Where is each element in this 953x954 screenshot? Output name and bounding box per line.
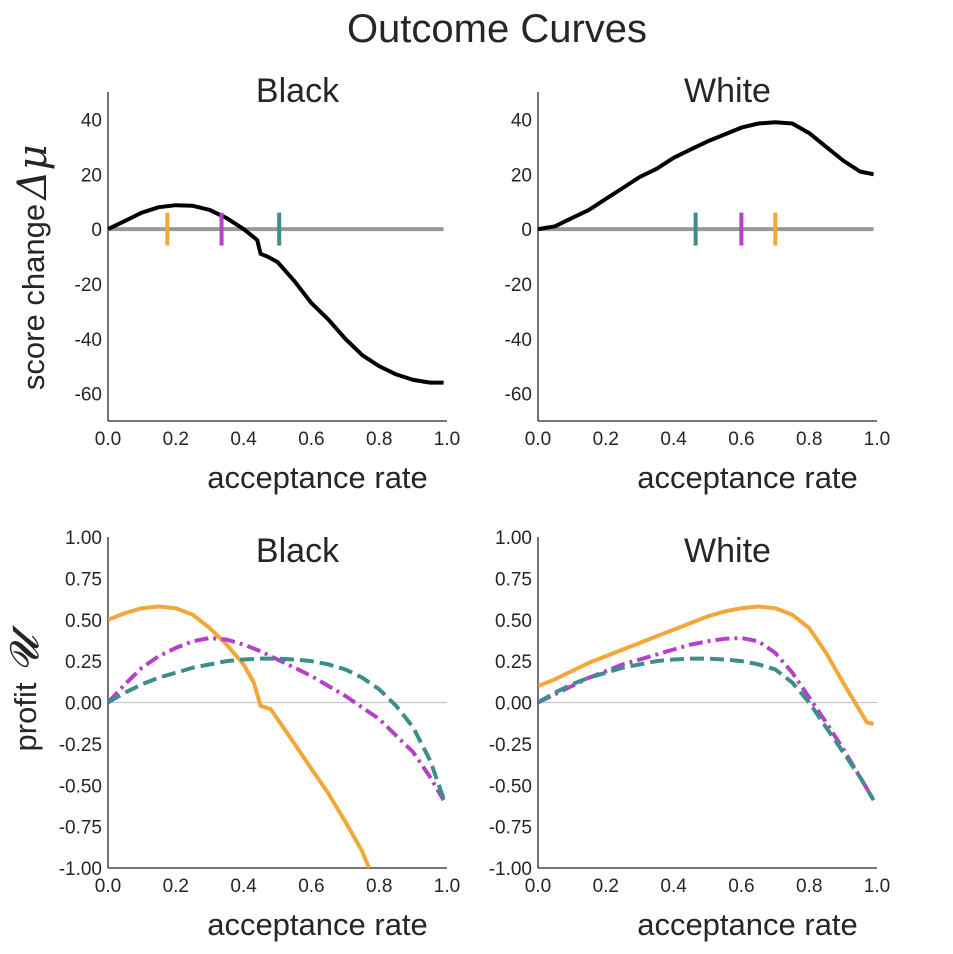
- x-tick-label: 0.8: [796, 429, 822, 450]
- top-ylabel-symbol: Δμ: [10, 145, 56, 202]
- figure-title: Outcome Curves: [347, 7, 647, 51]
- y-tick-label: -20: [505, 275, 532, 296]
- x-axis-label: acceptance rate: [207, 460, 428, 495]
- x-tick-label: 0.4: [660, 876, 687, 897]
- x-tick-label: 0.6: [728, 876, 754, 897]
- x-axis-label: acceptance rate: [207, 907, 428, 942]
- y-tick-label: -60: [505, 385, 532, 406]
- panel-title: White: [684, 72, 771, 110]
- x-tick-label: 1.0: [434, 876, 460, 897]
- y-tick-label: 0.50: [495, 611, 532, 632]
- x-axis-label: acceptance rate: [637, 460, 858, 495]
- bottom-ylabel-group: profit 𝓤: [2, 625, 48, 752]
- x-tick-label: 1.0: [864, 429, 890, 450]
- y-tick-label: 0.50: [65, 611, 102, 632]
- bottom-ylabel-symbol: 𝓤: [2, 625, 48, 672]
- x-tick-label: 0.0: [95, 876, 121, 897]
- y-tick-label: -0.75: [489, 818, 532, 839]
- panel-title: Black: [256, 532, 340, 570]
- y-tick-label: 1.00: [495, 528, 532, 549]
- x-axis-label: acceptance rate: [637, 907, 858, 942]
- y-tick-label: 1.00: [65, 528, 102, 549]
- y-tick-label: 0.75: [495, 569, 532, 590]
- x-tick-label: 1.0: [434, 429, 460, 450]
- x-tick-label: 0.8: [796, 876, 822, 897]
- y-tick-label: -40: [75, 330, 102, 351]
- x-tick-label: 0.6: [298, 429, 324, 450]
- series-line-purple: [108, 636, 446, 802]
- y-tick-label: 40: [81, 110, 102, 131]
- y-tick-label: -0.50: [489, 776, 532, 797]
- series-line-score-change: [538, 120, 875, 232]
- y-tick-label: -1.00: [489, 859, 532, 880]
- panel-white-score: White 0.0 0.2 0.4 0.6 0.8 1.0 40 20 0 -20 -40 -60 acc…: [505, 72, 891, 495]
- y-tick-label: 0.25: [65, 652, 102, 673]
- y-tick-label: 0.00: [495, 694, 532, 715]
- x-tick-label: 0.6: [298, 876, 324, 897]
- y-tick-label: 0.00: [65, 694, 102, 715]
- y-tick-label: -0.75: [59, 818, 102, 839]
- x-tick-label: 0.2: [163, 429, 189, 450]
- y-tick-label: 40: [511, 110, 532, 131]
- series-line-orange: [108, 604, 371, 868]
- y-tick-label: -60: [75, 385, 102, 406]
- top-ylabel: score change: [16, 204, 51, 390]
- series-line-teal: [538, 656, 876, 802]
- panel-title: White: [684, 532, 771, 570]
- x-tick-label: 0.8: [366, 876, 392, 897]
- x-tick-label: 0.6: [728, 429, 754, 450]
- series-line-orange: [538, 604, 875, 726]
- x-tick-label: 0.8: [366, 429, 392, 450]
- bottom-ylabel: profit: [8, 682, 43, 751]
- x-tick-label: 0.0: [525, 876, 551, 897]
- x-tick-label: 0.4: [230, 429, 257, 450]
- top-ylabel-group: score change Δμ: [10, 145, 56, 391]
- panel-black-score: Black 0.0 0.2 0.4 0.6 0.8 1.0 40 20 0 -20 -40 -60 acc…: [75, 72, 461, 495]
- x-tick-label: 0.4: [660, 429, 687, 450]
- y-tick-label: -0.25: [489, 735, 532, 756]
- x-tick-label: 0.0: [525, 429, 551, 450]
- x-tick-label: 0.0: [95, 429, 121, 450]
- panel-title: Black: [256, 72, 340, 110]
- y-tick-label: -0.50: [59, 776, 102, 797]
- x-tick-label: 0.2: [593, 876, 619, 897]
- y-tick-label: -40: [505, 330, 532, 351]
- x-tick-label: 1.0: [864, 876, 890, 897]
- y-tick-label: 20: [511, 165, 532, 186]
- y-tick-label: -20: [75, 275, 102, 296]
- panel-white-profit: White 0.0 0.2 0.4 0.6 0.8 1.0 1.00 0.75 0.50 0.25 0…: [489, 528, 891, 942]
- x-tick-label: 0.4: [230, 876, 257, 897]
- y-tick-label: -0.25: [59, 735, 102, 756]
- series-line-teal: [108, 656, 446, 800]
- x-tick-label: 0.2: [163, 876, 189, 897]
- y-tick-label: 20: [81, 165, 102, 186]
- x-tick-label: 0.2: [593, 429, 619, 450]
- y-tick-label: 0.25: [495, 652, 532, 673]
- y-tick-label: -1.00: [59, 859, 102, 880]
- y-tick-label: 0: [91, 220, 102, 241]
- series-line-score-change: [108, 203, 444, 385]
- y-tick-label: 0.75: [65, 569, 102, 590]
- y-tick-label: 0: [521, 220, 532, 241]
- panel-black-profit: Black 0.0 0.2 0.4 0.6 0.8 1.0 1.00 0.75 0.50 0.25 0…: [59, 528, 461, 942]
